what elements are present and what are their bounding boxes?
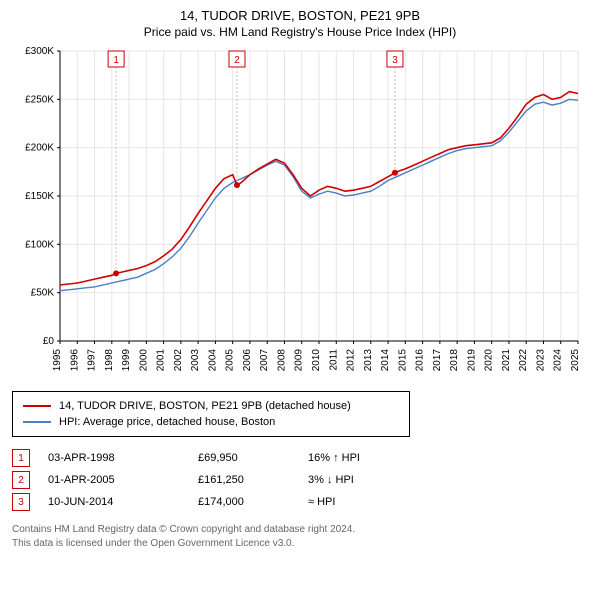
svg-text:£200K: £200K	[25, 143, 54, 154]
svg-text:1996: 1996	[69, 349, 80, 372]
svg-text:2002: 2002	[173, 349, 184, 372]
legend: 14, TUDOR DRIVE, BOSTON, PE21 9PB (detac…	[12, 391, 410, 437]
svg-text:2023: 2023	[535, 349, 546, 372]
transaction-hpi: 3% ↓ HPI	[308, 474, 428, 486]
svg-text:£300K: £300K	[25, 46, 54, 57]
svg-text:1999: 1999	[121, 349, 132, 372]
svg-text:£50K: £50K	[31, 288, 55, 299]
footer-line-1: Contains HM Land Registry data © Crown c…	[12, 523, 588, 537]
transaction-date: 03-APR-1998	[48, 452, 198, 464]
transaction-row: 1 03-APR-1998£69,95016% ↑ HPI	[12, 447, 588, 469]
svg-text:2020: 2020	[484, 349, 495, 372]
svg-text:1997: 1997	[87, 349, 98, 372]
svg-text:2005: 2005	[225, 349, 236, 372]
legend-row: 14, TUDOR DRIVE, BOSTON, PE21 9PB (detac…	[23, 398, 399, 414]
transaction-hpi: ≈ HPI	[308, 496, 428, 508]
transactions-table: 1 03-APR-1998£69,95016% ↑ HPI 2 01-APR-2005…	[12, 447, 588, 513]
transaction-date: 10-JUN-2014	[48, 496, 198, 508]
legend-swatch	[23, 421, 51, 423]
page-title: 14, TUDOR DRIVE, BOSTON, PE21 9PB	[12, 8, 588, 23]
svg-text:2001: 2001	[156, 349, 167, 372]
svg-text:2009: 2009	[294, 349, 305, 372]
transaction-row: 2 01-APR-2005£161,2503% ↓ HPI	[12, 469, 588, 491]
legend-label: HPI: Average price, detached house, Bost…	[59, 416, 275, 428]
footer-line-2: This data is licensed under the Open Gov…	[12, 537, 588, 551]
svg-text:2003: 2003	[190, 349, 201, 372]
svg-text:2007: 2007	[259, 349, 270, 372]
svg-text:£250K: £250K	[25, 94, 54, 105]
svg-text:2021: 2021	[501, 349, 512, 372]
transaction-price: £174,000	[198, 496, 308, 508]
transaction-date: 01-APR-2005	[48, 474, 198, 486]
transaction-marker: 3	[12, 493, 30, 511]
page-subtitle: Price paid vs. HM Land Registry's House …	[12, 25, 588, 39]
svg-text:2024: 2024	[553, 349, 564, 372]
svg-text:2: 2	[234, 55, 240, 66]
svg-text:£0: £0	[43, 336, 55, 347]
svg-text:2012: 2012	[346, 349, 357, 372]
legend-row: HPI: Average price, detached house, Bost…	[23, 414, 399, 430]
chart-svg: £0 £50K £100K £150K £200K £250K £300K 1995 1996 1…	[12, 45, 588, 385]
transaction-row: 3 10-JUN-2014£174,000≈ HPI	[12, 491, 588, 513]
transaction-hpi: 16% ↑ HPI	[308, 452, 428, 464]
svg-text:2010: 2010	[311, 349, 322, 372]
transaction-price: £69,950	[198, 452, 308, 464]
legend-swatch	[23, 405, 51, 407]
svg-text:2004: 2004	[207, 349, 218, 372]
svg-text:2025: 2025	[570, 349, 581, 372]
svg-text:2000: 2000	[138, 349, 149, 372]
svg-text:2015: 2015	[397, 349, 408, 372]
svg-text:2006: 2006	[242, 349, 253, 372]
svg-text:2019: 2019	[466, 349, 477, 372]
svg-text:1: 1	[113, 55, 119, 66]
footer-attribution: Contains HM Land Registry data © Crown c…	[12, 523, 588, 550]
legend-label: 14, TUDOR DRIVE, BOSTON, PE21 9PB (detac…	[59, 400, 351, 412]
transaction-marker: 1	[12, 449, 30, 467]
svg-text:2008: 2008	[276, 349, 287, 372]
transaction-price: £161,250	[198, 474, 308, 486]
svg-text:2014: 2014	[380, 349, 391, 372]
svg-text:3: 3	[392, 55, 398, 66]
svg-text:2011: 2011	[328, 349, 339, 371]
price-chart: £0 £50K £100K £150K £200K £250K £300K 1995 1996 1…	[12, 45, 588, 385]
svg-text:2017: 2017	[432, 349, 443, 372]
svg-text:2022: 2022	[518, 349, 529, 372]
svg-text:1995: 1995	[52, 349, 63, 372]
svg-text:£150K: £150K	[25, 191, 54, 202]
svg-text:2013: 2013	[363, 349, 374, 372]
svg-text:2016: 2016	[415, 349, 426, 372]
svg-text:1998: 1998	[104, 349, 115, 372]
svg-text:£100K: £100K	[25, 239, 54, 250]
svg-text:2018: 2018	[449, 349, 460, 372]
transaction-marker: 2	[12, 471, 30, 489]
